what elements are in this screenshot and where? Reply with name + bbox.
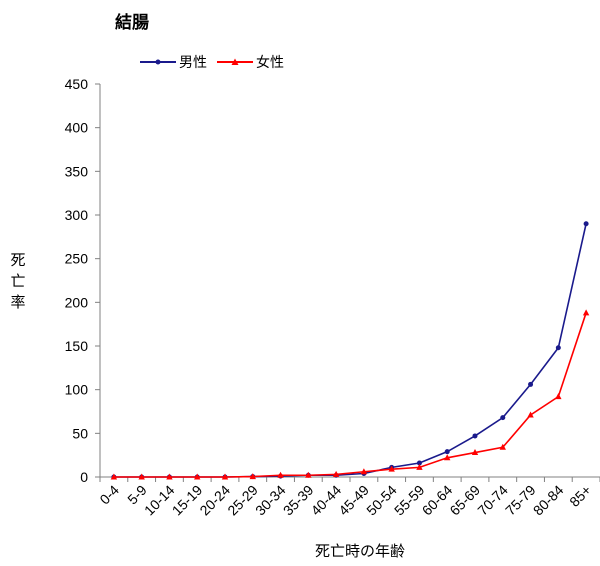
data-point-female xyxy=(249,473,256,480)
y-tick-label: 100 xyxy=(65,382,89,398)
data-point-male xyxy=(500,415,506,421)
data-point-female xyxy=(166,473,173,480)
x-tick-label: 50-54 xyxy=(363,482,400,519)
data-point-female xyxy=(444,454,451,461)
data-point-female xyxy=(388,465,395,472)
legend-line-female-icon xyxy=(217,58,253,65)
y-tick-label: 300 xyxy=(65,207,89,223)
legend-label-male: 男性 xyxy=(179,55,207,71)
y-tick-label: 350 xyxy=(65,163,89,179)
data-point-male xyxy=(583,221,589,227)
x-tick-label: 25-29 xyxy=(224,482,261,519)
legend: 男性 女性 xyxy=(140,52,294,72)
data-point-female xyxy=(555,393,562,400)
data-point-female xyxy=(582,309,590,316)
legend-line-male-icon xyxy=(140,59,176,65)
data-point-female xyxy=(138,473,145,480)
data-point-female xyxy=(471,449,479,456)
x-tick-label: 40-44 xyxy=(308,482,345,519)
data-point-female xyxy=(499,443,506,450)
legend-item-male: 男性 xyxy=(140,52,207,72)
y-tick-label: 200 xyxy=(65,294,89,310)
x-tick-label: 30-34 xyxy=(252,482,289,519)
chart-title: 結腸 xyxy=(115,13,149,33)
data-point-male xyxy=(528,381,534,387)
y-tick-label: 250 xyxy=(65,251,89,267)
y-tick-label: 450 xyxy=(65,76,89,92)
x-tick-label: 75-79 xyxy=(502,482,539,519)
x-tick-label: 60-64 xyxy=(419,482,456,519)
data-point-male xyxy=(472,433,478,439)
x-tick-label: 80-84 xyxy=(530,482,567,519)
x-tick-label: 15-19 xyxy=(169,482,206,519)
data-point-male xyxy=(444,449,450,455)
data-point-female xyxy=(332,470,340,477)
series-line-female xyxy=(113,312,587,478)
y-tick-label: 400 xyxy=(65,120,89,136)
data-point-female xyxy=(221,473,229,480)
data-point-female xyxy=(110,473,118,480)
data-point-male xyxy=(416,460,422,466)
y-tick-label: 150 xyxy=(65,338,89,354)
x-axis-label: 死亡時の年齢 xyxy=(314,542,405,560)
x-tick-label: 35-39 xyxy=(280,482,317,519)
x-tick-label: 10-14 xyxy=(141,482,178,519)
data-point-female xyxy=(194,473,201,480)
legend-label-female: 女性 xyxy=(256,55,284,71)
x-tick-label: 20-24 xyxy=(196,482,233,519)
x-tick-label: 0-4 xyxy=(96,482,122,508)
y-tick-label: 0 xyxy=(80,469,88,485)
series-line-male xyxy=(113,223,587,478)
y-axis-label: 死亡率 xyxy=(10,251,26,311)
data-point-female xyxy=(527,411,534,418)
y-tick-label: 50 xyxy=(72,425,88,441)
data-point-female xyxy=(305,471,312,478)
data-point-female xyxy=(360,468,368,475)
x-tick-label: 70-74 xyxy=(474,482,511,519)
data-point-female xyxy=(416,463,423,470)
x-tick-label: 55-59 xyxy=(391,482,428,519)
legend-item-female: 女性 xyxy=(217,52,284,72)
data-point-female xyxy=(277,471,284,478)
x-tick-label: 85+ xyxy=(566,482,594,510)
x-tick-label: 65-69 xyxy=(446,482,483,519)
x-tick-label: 45-49 xyxy=(335,482,372,519)
data-point-male xyxy=(555,345,561,351)
